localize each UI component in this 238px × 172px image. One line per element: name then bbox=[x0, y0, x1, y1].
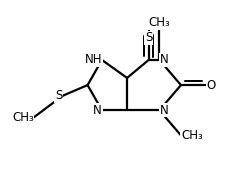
Text: CH₃: CH₃ bbox=[149, 17, 170, 29]
Text: CH₃: CH₃ bbox=[181, 129, 203, 142]
Text: S: S bbox=[55, 89, 62, 102]
Text: S: S bbox=[145, 31, 152, 44]
Text: NH: NH bbox=[84, 53, 102, 66]
Text: O: O bbox=[206, 79, 215, 92]
Text: N: N bbox=[159, 53, 168, 66]
Text: CH₃: CH₃ bbox=[12, 111, 34, 124]
Text: N: N bbox=[93, 104, 102, 117]
Text: N: N bbox=[159, 104, 168, 117]
